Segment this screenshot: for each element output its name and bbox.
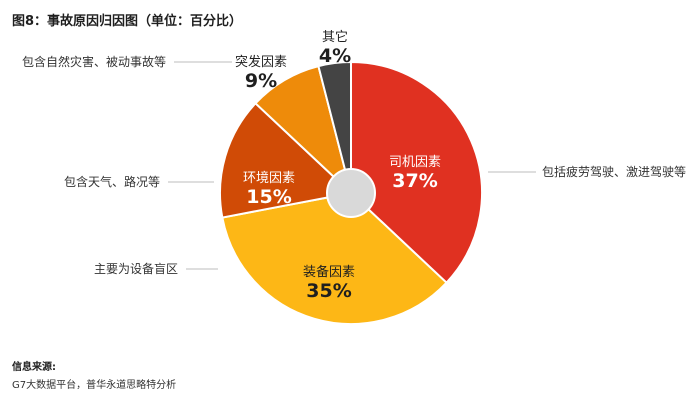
slice-label: 装备因素	[303, 264, 355, 280]
slice-3	[219, 101, 354, 219]
slice-percent: 4%	[319, 45, 351, 67]
annotation-text: 包括疲劳驾驶、激进驾驶等	[542, 164, 686, 179]
slice-percent: 15%	[246, 186, 291, 208]
chart-title: 图8：事故原因归因图（单位：百分比）	[12, 14, 243, 29]
slice-label: 环境因素	[243, 171, 295, 186]
slice-1	[350, 60, 483, 285]
donut-center	[326, 168, 376, 218]
annotation-text: 包含天气、路况等	[64, 174, 160, 189]
slice-percent: 35%	[306, 280, 351, 302]
slice-percent: 37%	[392, 170, 437, 192]
source-label: 信息来源:	[12, 362, 56, 373]
slice-percent: 9%	[245, 70, 277, 92]
annotation-text: 包含自然灾害、被动事故等	[22, 54, 166, 69]
slice-5	[317, 60, 352, 194]
slice-label: 其它	[322, 29, 348, 45]
annotation-text: 主要为设备盲区	[94, 261, 178, 276]
source-text: G7大数据平台，普华永道思略特分析	[12, 380, 177, 391]
slice-2	[221, 191, 448, 325]
slice-label: 司机因素	[389, 155, 441, 170]
slice-label: 突发因素	[235, 54, 287, 70]
